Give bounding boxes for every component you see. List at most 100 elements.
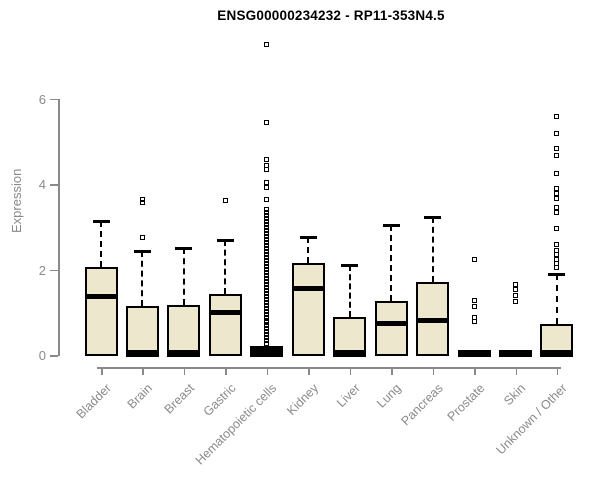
outlier-point xyxy=(264,296,270,302)
median-line xyxy=(416,318,450,324)
whisker-cap xyxy=(424,215,442,219)
x-category-label: Gastric xyxy=(200,381,239,419)
outlier-point xyxy=(264,251,270,257)
outlier-point xyxy=(139,197,145,203)
outlier-point xyxy=(264,245,270,251)
box-iqr xyxy=(208,293,242,357)
outlier-point xyxy=(264,163,270,169)
outlier-point xyxy=(264,326,270,332)
collapsed-box xyxy=(250,345,284,357)
x-category-label: Kidney xyxy=(284,381,322,418)
outlier-point xyxy=(139,234,145,240)
x-axis-tick xyxy=(142,367,144,375)
whisker-line xyxy=(390,224,393,301)
y-axis-tick-label: 4 xyxy=(38,177,46,193)
outlier-point xyxy=(264,305,270,311)
whisker-line xyxy=(224,239,227,294)
box-iqr xyxy=(84,267,118,357)
outlier-point xyxy=(264,263,270,269)
whisker-line xyxy=(348,264,351,317)
x-category-label: Brain xyxy=(124,381,156,412)
outlier-point xyxy=(264,269,270,275)
outlier-point xyxy=(264,335,270,341)
whisker-cap xyxy=(133,249,151,253)
y-axis-tick xyxy=(50,355,58,357)
outlier-point xyxy=(264,260,270,266)
whisker-cap xyxy=(92,219,110,223)
x-axis-tick xyxy=(183,367,186,375)
outlier-point xyxy=(554,204,560,210)
x-category-label: Pancreas xyxy=(398,381,446,429)
outlier-point xyxy=(554,242,560,248)
outlier-point xyxy=(264,278,270,284)
outlier-point xyxy=(222,198,228,204)
x-category-label: Lung xyxy=(374,381,405,411)
outlier-point xyxy=(264,272,270,278)
outlier-point xyxy=(264,311,270,317)
median-line xyxy=(540,349,574,355)
outlier-point xyxy=(264,329,270,335)
whisker-line xyxy=(555,273,558,324)
outlier-point xyxy=(554,195,560,201)
outlier-point xyxy=(554,260,560,266)
outlier-point xyxy=(264,224,270,230)
outlier-point xyxy=(264,207,270,212)
whisker-cap xyxy=(382,223,400,227)
y-axis-tick-label: 0 xyxy=(38,348,46,363)
outlier-point xyxy=(264,314,270,320)
outlier-point xyxy=(513,298,518,304)
whisker-line xyxy=(182,247,185,306)
median-line xyxy=(333,350,367,356)
outlier-point xyxy=(264,215,270,221)
x-axis-tick xyxy=(266,367,269,375)
outlier-point xyxy=(554,170,560,176)
box-iqr xyxy=(125,306,159,357)
outlier-point xyxy=(264,209,270,215)
outlier-point xyxy=(264,320,270,326)
outlier-point xyxy=(264,230,270,236)
whisker-line xyxy=(431,216,434,283)
box-iqr xyxy=(333,316,367,357)
outlier-point xyxy=(264,197,270,203)
outlier-point xyxy=(264,341,270,347)
whisker-cap xyxy=(548,272,566,276)
outlier-point xyxy=(264,221,270,227)
outlier-point xyxy=(554,186,560,192)
x-axis-tick xyxy=(515,367,517,375)
outlier-point xyxy=(264,266,270,272)
x-category-label: Liver xyxy=(333,381,363,411)
outlier-point xyxy=(139,200,145,206)
whisker-cap xyxy=(216,238,234,242)
y-axis-tick xyxy=(50,184,58,186)
outlier-point xyxy=(554,153,560,159)
outlier-point xyxy=(264,236,270,242)
outlier-point xyxy=(264,227,270,233)
collapsed-box xyxy=(499,349,532,357)
outlier-point xyxy=(264,284,270,290)
outlier-point xyxy=(264,317,270,323)
outlier-point xyxy=(264,242,270,248)
median-line xyxy=(208,309,242,315)
outlier-point xyxy=(264,299,270,305)
outlier-point xyxy=(554,210,560,216)
box-iqr xyxy=(167,305,201,357)
x-category-label: Bladder xyxy=(73,381,114,422)
outlier-point xyxy=(264,233,270,239)
outlier-point xyxy=(264,293,270,299)
outlier-point xyxy=(264,302,270,308)
x-axis-tick xyxy=(474,367,476,375)
x-category-label: Breast xyxy=(161,381,197,417)
whisker-line xyxy=(100,220,102,268)
outlier-point xyxy=(471,256,477,262)
x-axis-line xyxy=(97,367,561,369)
x-axis-tick xyxy=(101,367,103,375)
median-line xyxy=(374,321,408,327)
outlier-point xyxy=(264,323,270,329)
median-line xyxy=(84,293,118,299)
median-line xyxy=(291,285,325,291)
outlier-point xyxy=(554,145,560,151)
outlier-point xyxy=(554,191,560,197)
y-axis-tick-label: 6 xyxy=(38,91,46,107)
outlier-point xyxy=(264,218,270,224)
